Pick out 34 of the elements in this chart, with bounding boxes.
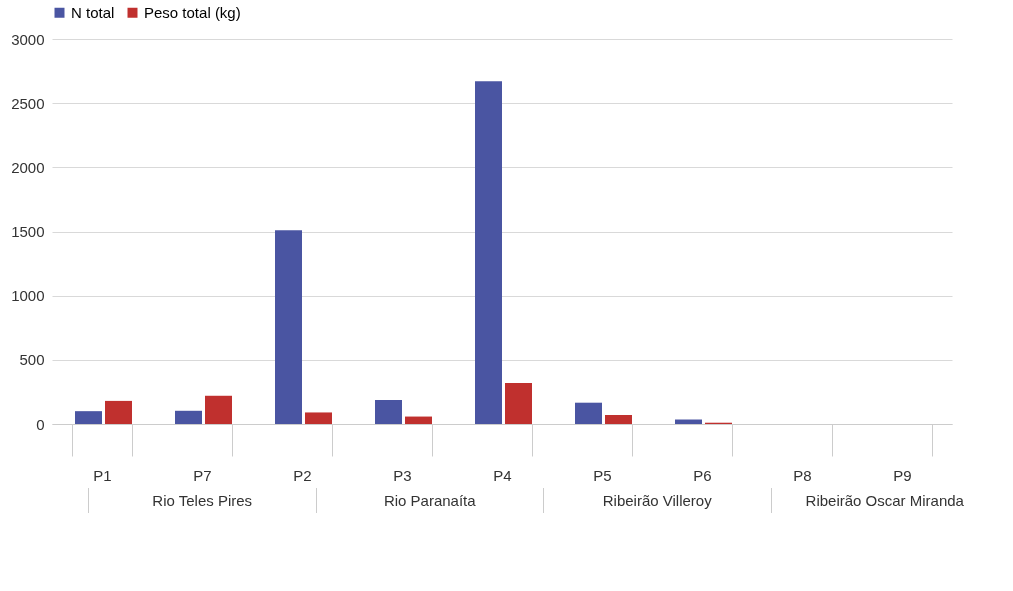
y-tick-label: 500 — [19, 351, 45, 369]
legend-label: N total — [71, 3, 115, 21]
bar — [105, 400, 132, 424]
legend-label: Peso total (kg) — [144, 3, 241, 21]
x-tick-label: P3 — [393, 466, 412, 484]
x-tick-label: P2 — [293, 466, 312, 484]
x-tick-label: P8 — [793, 466, 812, 484]
bar — [605, 415, 632, 424]
y-tick-label: 2000 — [11, 158, 45, 176]
bar — [175, 410, 202, 424]
bar — [305, 412, 332, 424]
bar — [405, 416, 432, 424]
x-tick-label: P6 — [693, 466, 712, 484]
bar — [475, 81, 502, 424]
x-tick-label: P1 — [93, 466, 112, 484]
text: Ribeirão Oscar Miranda — [770, 488, 998, 513]
bar — [575, 402, 602, 424]
text: Rio Teles Pires — [88, 488, 316, 513]
bar — [275, 230, 302, 424]
text: Ribeirão Villeroy — [543, 488, 771, 513]
y-tick-label: 1500 — [11, 223, 45, 240]
y-tick-label: 3000 — [11, 30, 45, 48]
text: Rio Paranaíta — [315, 488, 543, 513]
x-tick-label: P9 — [893, 466, 912, 484]
y-tick-label: 2500 — [11, 94, 45, 112]
x-tick-label: P5 — [593, 466, 612, 484]
bar — [75, 411, 102, 424]
bar — [505, 382, 532, 424]
x-tick-label: P4 — [493, 466, 512, 484]
bar — [205, 395, 232, 424]
y-tick-label: 0 — [36, 415, 45, 433]
x-tick-label: P7 — [193, 466, 212, 484]
y-tick-label: 1000 — [11, 287, 45, 305]
bar — [375, 400, 402, 424]
